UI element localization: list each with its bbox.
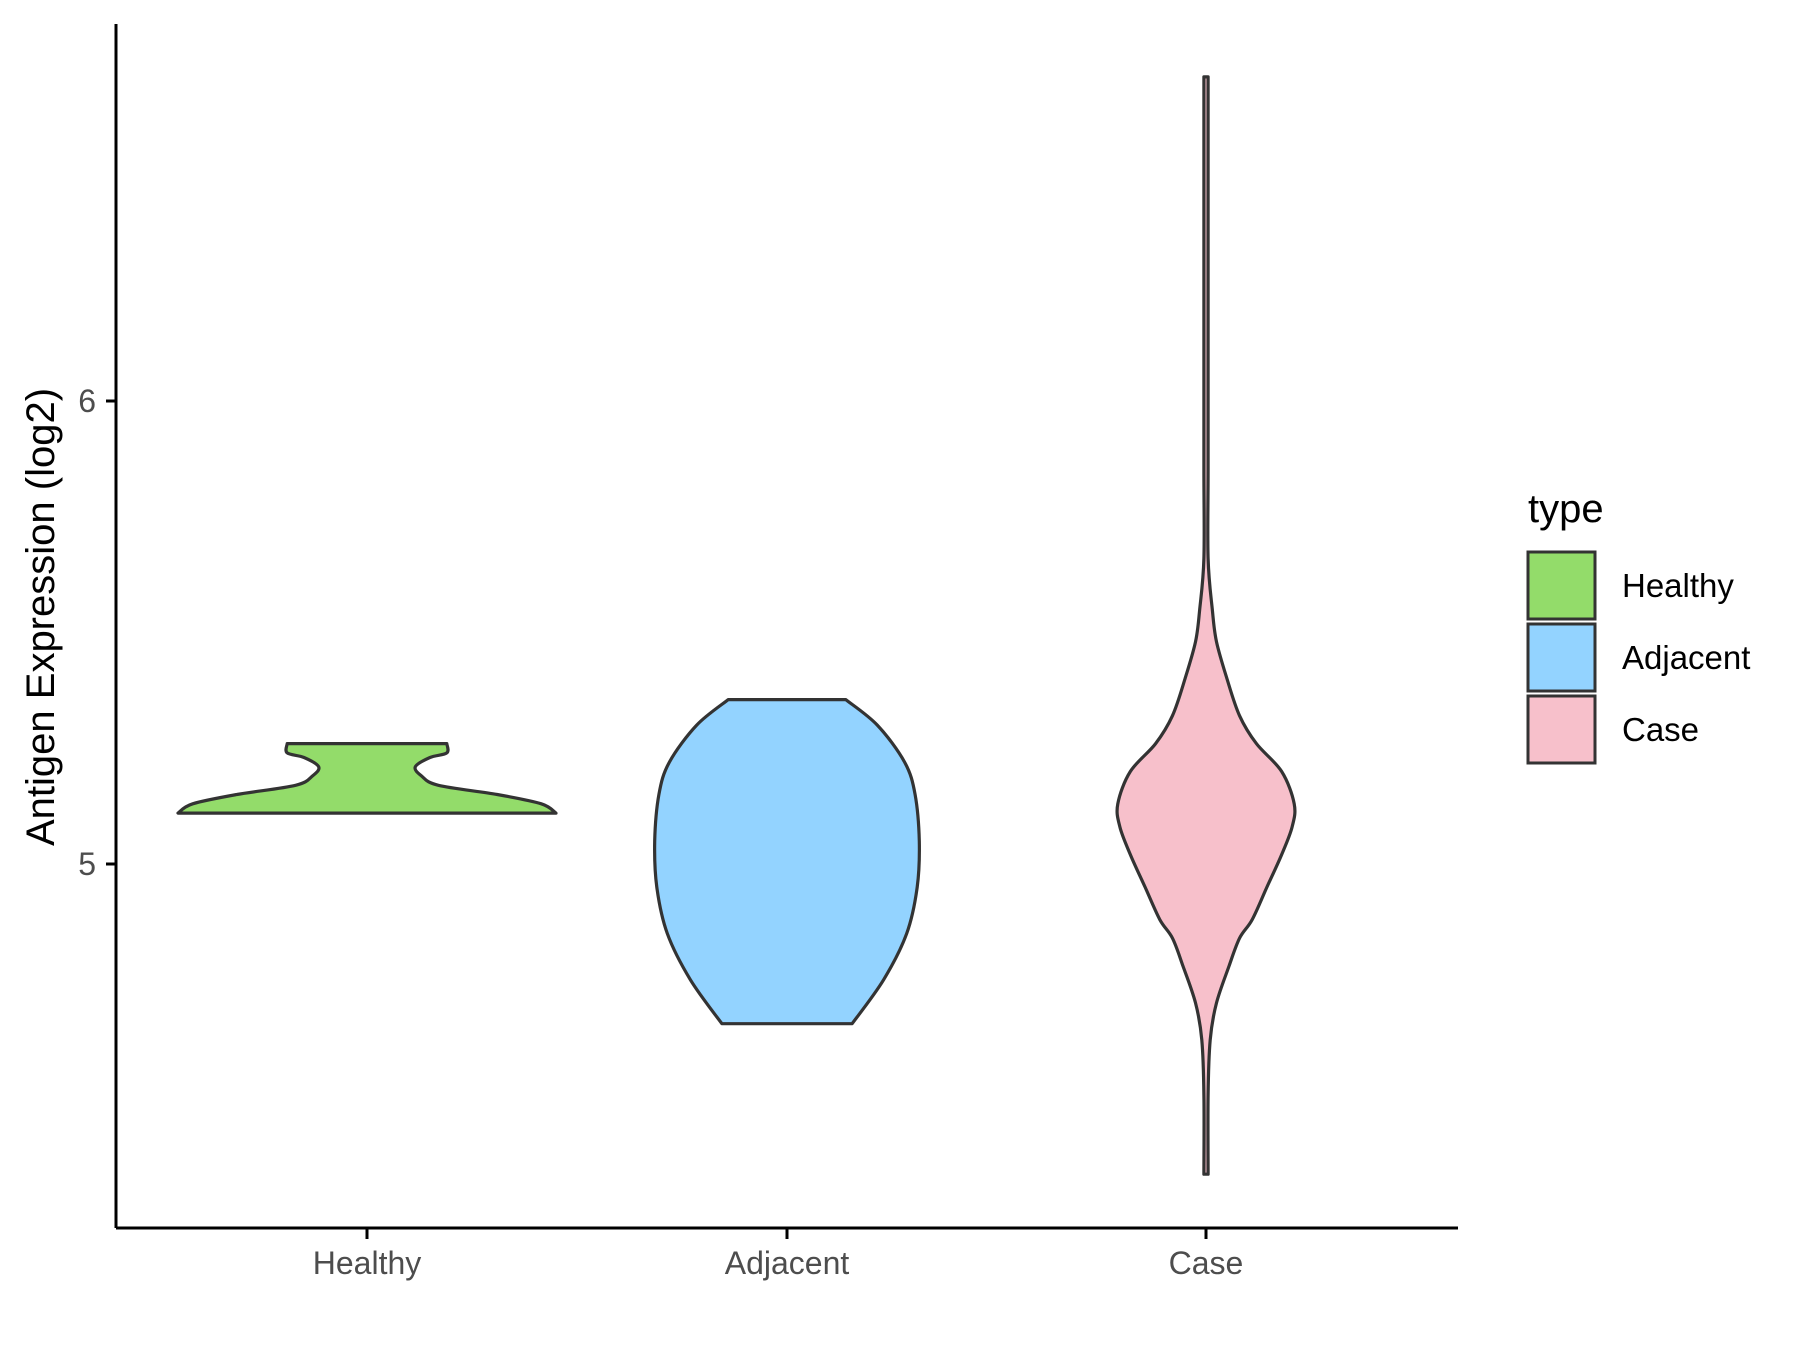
x-tick-label-adjacent: Adjacent — [725, 1245, 850, 1281]
y-tick-label-5: 5 — [78, 846, 96, 882]
y-tick-label-6: 6 — [78, 383, 96, 419]
violin-layer — [176, 75, 1297, 1176]
legend-label-healthy: Healthy — [1622, 567, 1734, 604]
legend-swatch-adjacent — [1526, 622, 1597, 693]
x-ticks: Healthy Adjacent Case — [313, 1228, 1244, 1281]
y-ticks: 56 — [78, 383, 116, 882]
legend-swatch-healthy — [1526, 550, 1597, 621]
x-tick-label-healthy: Healthy — [313, 1245, 422, 1281]
legend-swatch-case — [1526, 694, 1597, 765]
violin-healthy — [176, 742, 558, 815]
violin-adjacent — [653, 698, 921, 1026]
legend-label-case: Case — [1622, 711, 1699, 748]
axes — [114, 24, 1458, 1230]
legend-label-adjacent: Adjacent — [1622, 639, 1750, 676]
legend: type Healthy Adjacent Case — [1526, 487, 1750, 765]
violin-case — [1115, 75, 1297, 1176]
y-axis-title: Antigen Expression (log2) — [19, 388, 63, 846]
legend-title: type — [1528, 487, 1604, 531]
x-tick-label-case: Case — [1169, 1245, 1244, 1281]
